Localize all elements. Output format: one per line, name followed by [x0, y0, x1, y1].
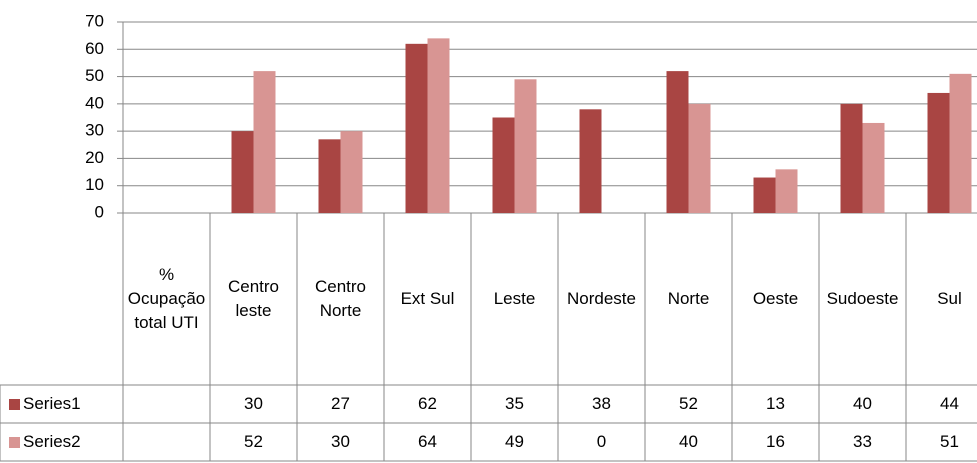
legend-cell: Series2: [0, 423, 123, 461]
table-value: 49: [505, 432, 524, 451]
table-value: 16: [766, 432, 785, 451]
category-label: % Ocupação total UTI: [127, 265, 206, 332]
table-value: 52: [679, 394, 698, 413]
category-label: Ext Sul: [400, 289, 455, 308]
bar: [927, 92, 950, 213]
category-label: Norte: [667, 289, 710, 308]
legend-label: Series1: [23, 394, 81, 413]
table-value: 33: [853, 432, 872, 451]
table-value: 27: [331, 394, 350, 413]
table-value: 30: [244, 394, 263, 413]
bar: [405, 43, 428, 214]
bar: [318, 139, 341, 213]
table-value: 35: [505, 394, 524, 413]
category-label: Sudoeste: [826, 289, 899, 308]
category-label: Leste: [493, 289, 536, 308]
table-value: 64: [418, 432, 437, 451]
y-tick-label: 0: [95, 202, 104, 221]
category-label: Centro leste: [227, 277, 280, 320]
table-value: 62: [418, 394, 437, 413]
bar: [666, 71, 689, 213]
bar: [862, 122, 885, 213]
y-tick-label: 60: [85, 39, 104, 58]
bar: [840, 103, 863, 213]
category-label: Oeste: [752, 289, 799, 308]
bar: [775, 169, 798, 213]
table-value: 40: [853, 394, 872, 413]
bar: [949, 73, 972, 213]
table-value: 40: [679, 432, 698, 451]
bar: [253, 71, 276, 213]
y-tick-label: 20: [85, 148, 104, 167]
bar: [514, 79, 537, 213]
category-label: Sul: [937, 289, 962, 308]
bar: [427, 38, 450, 213]
table-value: 13: [766, 394, 785, 413]
bar: [231, 131, 254, 213]
legend-key: [9, 436, 20, 448]
table-value: 52: [244, 432, 263, 451]
table-value: 30: [331, 432, 350, 451]
bar: [340, 131, 363, 213]
y-tick-label: 50: [85, 66, 104, 85]
legend-key: [9, 398, 20, 410]
y-tick-label: 30: [85, 121, 104, 140]
bar: [753, 177, 776, 213]
bar: [688, 103, 711, 213]
y-tick-label: 10: [85, 175, 104, 194]
category-label: Centro Norte: [314, 277, 367, 320]
y-tick-label: 40: [85, 93, 104, 112]
table-value: 44: [940, 394, 959, 413]
bar: [492, 117, 515, 213]
table-value: [123, 385, 210, 423]
y-tick-label: 70: [85, 11, 104, 30]
table-value: [123, 423, 210, 461]
legend-label: Series2: [23, 432, 81, 451]
bar: [579, 109, 602, 213]
legend-cell: Series1: [0, 385, 123, 423]
table-value: 0: [596, 432, 607, 451]
table-value: 51: [940, 432, 959, 451]
category-label: Nordeste: [567, 289, 636, 308]
table-value: 38: [592, 394, 611, 413]
